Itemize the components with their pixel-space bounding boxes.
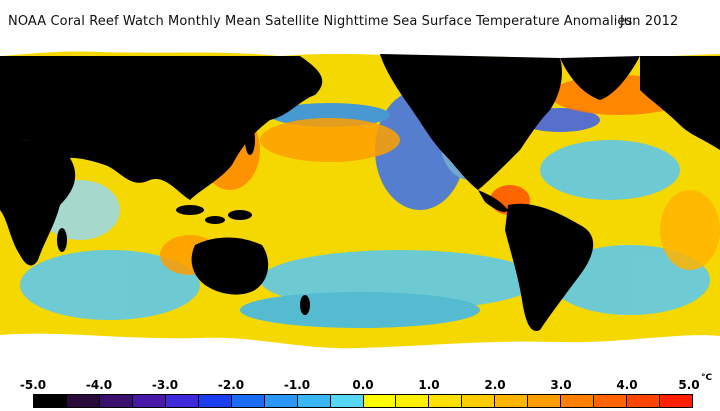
legend-labels: -5.0 -4.0 -3.0 -2.0 -1.0 0.0 1.0 2.0 3.0…	[0, 378, 720, 394]
central-america	[478, 190, 508, 213]
colorbar-swatch	[561, 395, 595, 407]
colorbar-swatch	[297, 395, 331, 407]
legend-label: -4.0	[85, 378, 113, 392]
colorbar-swatch	[528, 395, 562, 407]
australia	[191, 237, 269, 295]
colorbar-swatch	[429, 395, 463, 407]
colorbar-swatch	[264, 395, 298, 407]
antarctica-ice	[0, 333, 720, 370]
legend-label: 5.0	[678, 378, 700, 392]
legend-label: -2.0	[217, 378, 245, 392]
colorbar-swatch	[594, 395, 628, 407]
colorbar-swatch	[34, 395, 67, 407]
map-title: NOAA Coral Reef Watch Monthly Mean Satel…	[0, 0, 720, 40]
eurasia	[0, 56, 323, 200]
colorbar-swatch	[165, 395, 199, 407]
colorbar-swatch	[462, 395, 496, 407]
legend-label: 0.0	[352, 378, 374, 392]
legend-label: 3.0	[550, 378, 572, 392]
legend-label: -3.0	[151, 378, 179, 392]
colorbar	[33, 394, 693, 408]
legend-label: 2.0	[484, 378, 506, 392]
colorbar-swatch	[231, 395, 265, 407]
land-masses	[0, 54, 720, 331]
title-text: NOAA Coral Reef Watch Monthly Mean Satel…	[8, 14, 633, 29]
colorbar-swatch	[330, 395, 364, 407]
date-text: Jun 2012	[620, 14, 679, 29]
legend-label: -1.0	[283, 378, 311, 392]
colorbar-swatch	[198, 395, 232, 407]
legend-unit: °C	[701, 373, 713, 383]
legend-label: -5.0	[19, 378, 47, 392]
colorbar-swatch	[132, 395, 166, 407]
colorbar-swatch	[66, 395, 100, 407]
north-america	[380, 54, 562, 190]
legend-label: 1.0	[418, 378, 440, 392]
colorbar-swatch	[495, 395, 529, 407]
greenland	[560, 56, 640, 100]
legend-label: 4.0	[616, 378, 638, 392]
south-america	[505, 203, 594, 331]
arctic-ice	[0, 40, 720, 61]
colorbar-swatch	[627, 395, 661, 407]
europe	[640, 56, 720, 150]
colorbar-swatch	[363, 395, 397, 407]
colorbar-swatch	[396, 395, 430, 407]
sst-anomaly-map	[0, 40, 720, 370]
colorbar-swatch	[660, 395, 693, 407]
africa	[0, 140, 76, 266]
colorbar-swatch	[99, 395, 133, 407]
